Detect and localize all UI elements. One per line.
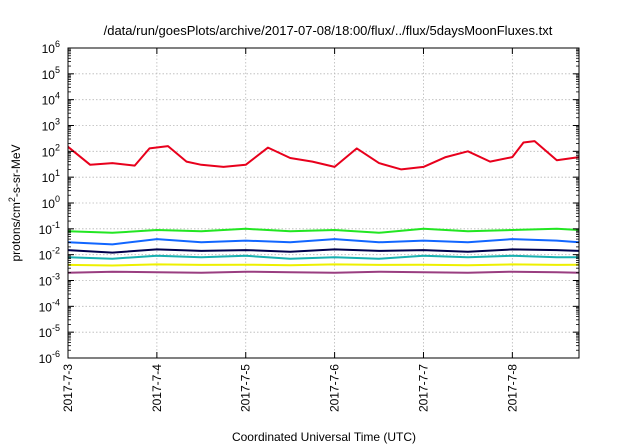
y-axis-label: protons/cm2-s-sr-MeV [7,144,23,261]
y-tick-exponent: 3 [55,117,60,127]
series-line-3 [67,238,580,246]
y-axis-label-part-1: protons/cm [9,202,23,261]
y-tick-base: 10 [42,145,56,159]
y-tick-label: 105 [42,65,60,82]
y-tick-base: 10 [42,171,56,185]
y-tick-label: 10-3 [39,272,60,289]
y-tick-base: 10 [39,326,53,340]
x-axis-ticks: 2017-7-3 2017-7-4 2017-7-5 2017-7-6 2017-7-7… [61,48,519,412]
y-tick-label: 100 [42,194,60,211]
y-tick-exponent: 6 [55,39,60,49]
y-tick-base: 10 [39,300,53,314]
y-tick-exponent: -6 [52,349,60,359]
series-line-2 [67,227,580,234]
x-tick-label: 2017-7-8 [505,364,519,412]
y-tick-label: 101 [42,168,60,185]
x-tick-label: 2017-7-5 [239,364,253,412]
y-tick-base: 10 [39,275,53,289]
y-tick-label: 10-1 [39,220,60,237]
y-tick-label: 10-4 [39,297,60,314]
y-tick-label: 104 [42,91,60,108]
x-axis-label: Coordinated Universal Time (UTC) [232,430,416,444]
y-tick-exponent: -3 [52,272,60,282]
y-tick-base: 10 [42,94,56,108]
y-tick-exponent: 0 [55,194,60,204]
y-tick-label: 103 [42,117,60,134]
y-tick-exponent: 5 [55,65,60,75]
y-tick-exponent: 1 [55,168,60,178]
y-axis-label-superscript: 2 [7,197,17,202]
y-tick-label: 10-2 [39,246,60,263]
y-tick-base: 10 [39,352,53,366]
grid [68,48,579,358]
chart-title: /data/run/goesPlots/archive/2017-07-08/1… [104,23,553,38]
y-tick-exponent: -2 [52,246,60,256]
y-tick-base: 10 [42,120,56,134]
x-tick-label: 2017-7-7 [416,364,430,412]
y-tick-exponent: -5 [52,323,60,333]
y-tick-base: 10 [42,68,56,82]
x-tick-label: 2017-7-4 [150,364,164,412]
y-tick-label: 10-5 [39,323,60,340]
y-tick-base: 10 [39,249,53,263]
series-line-5 [67,254,579,260]
data-series [67,140,580,274]
y-tick-exponent: -4 [52,297,60,307]
y-tick-exponent: -1 [52,220,60,230]
series-line-6 [67,263,580,267]
y-axis-label-part-2: -s-sr-MeV [9,144,23,197]
y-tick-base: 10 [42,42,56,56]
y-tick-label: 102 [42,142,60,159]
y-tick-exponent: 4 [55,91,60,101]
x-tick-label: 2017-7-6 [328,364,342,412]
y-axis-ticks: 10-610-510-410-310-210-11001011021031041… [39,39,579,366]
y-tick-base: 10 [39,223,53,237]
x-tick-label: 2017-7-3 [61,364,75,412]
y-tick-label: 10-6 [39,349,60,366]
y-tick-exponent: 2 [55,142,60,152]
series-line-1 [67,140,580,171]
series-line-7 [67,270,580,274]
y-tick-base: 10 [42,197,56,211]
series-line-4 [67,248,580,254]
y-tick-label: 106 [42,39,60,56]
